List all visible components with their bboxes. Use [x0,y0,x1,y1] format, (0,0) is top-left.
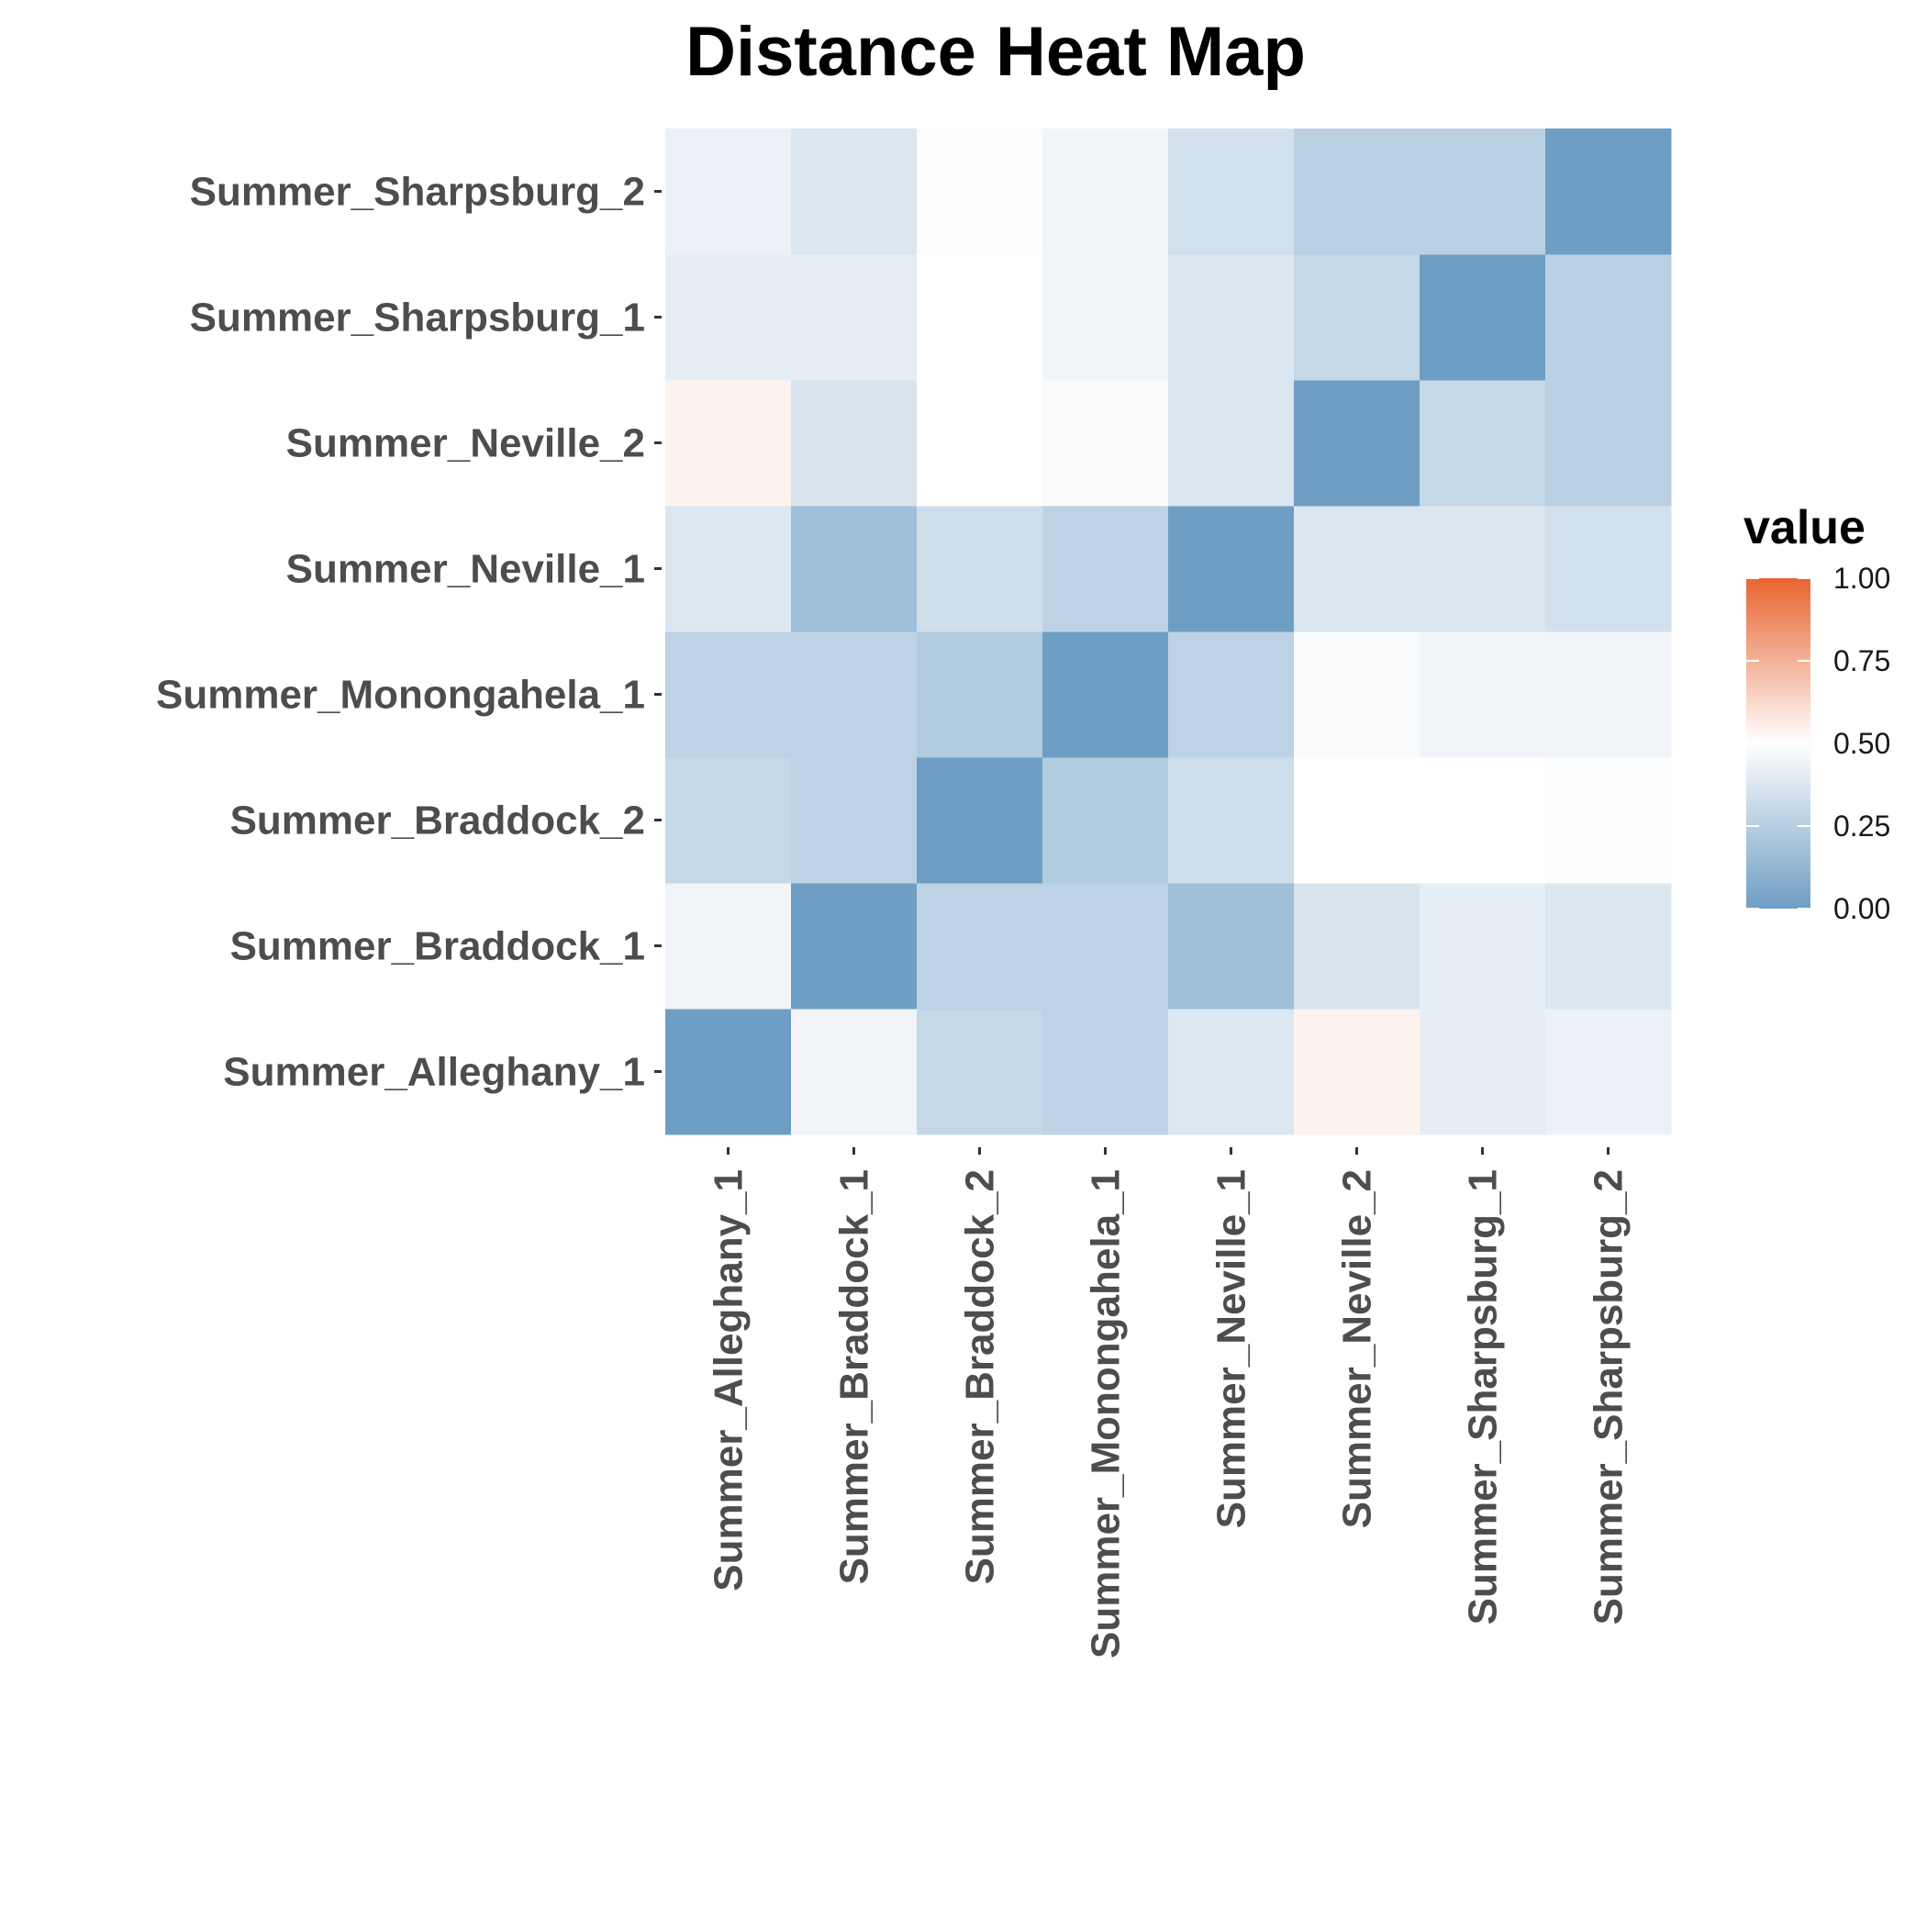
heatmap-cell [1294,883,1420,1010]
heatmap-cells [665,128,1672,1135]
legend-ticks: 0.00 0.25 0.50 0.75 1.00 [1746,562,1890,925]
x-tick-label: Summer_Sharpsburg_2 [1587,1169,1632,1625]
legend-tick-label: 0.50 [1833,727,1890,760]
x-tick-label: Summer_Monongahela_1 [1084,1169,1129,1658]
heatmap-cell [1294,757,1420,884]
heatmap-cell [1294,631,1420,758]
heatmap-cell [791,883,918,1010]
heatmap-cell [665,631,792,758]
heatmap-cell [1545,883,1672,1010]
legend-tick-label: 0.00 [1833,892,1890,925]
heatmap-cell [1420,1009,1546,1135]
y-tick-label: Summer_Neville_2 [286,421,645,466]
heatmap-cell [1294,380,1420,507]
heatmap-cell [1168,506,1295,632]
legend-tick-label: 1.00 [1833,562,1890,595]
x-tick-label: Summer_Braddock_1 [832,1169,877,1584]
heatmap-cell [1042,1009,1169,1135]
heatmap-cell [1168,631,1295,758]
heatmap-cell [1294,128,1420,255]
heatmap-cell [665,1009,792,1135]
heatmap-cell [1168,380,1295,507]
heatmap-cell [1420,883,1546,1010]
y-tick-label: Summer_Monongahela_1 [156,673,645,718]
legend-tick-label: 0.25 [1833,810,1890,843]
heatmap-cell [791,757,918,884]
heatmap-cell [1042,883,1169,1010]
heatmap-cell [1294,506,1420,632]
heatmap-cell [1545,380,1672,507]
heatmap-cell [1168,883,1295,1010]
heatmap-cell [1420,254,1546,381]
heatmap-cell [1042,757,1169,884]
heatmap-cell [1420,380,1546,507]
heatmap-cell [1168,254,1295,381]
heatmap-cell [665,380,792,507]
y-tick-label: Summer_Braddock_1 [230,924,645,969]
heatmap-cell [791,1009,918,1135]
heatmap-cell [1545,1009,1672,1135]
heatmap-cell [665,506,792,632]
heatmap-cell [1545,506,1672,632]
heatmap-cell [917,128,1043,255]
heatmap-cell [1545,254,1672,381]
heatmap-cell [1168,128,1295,255]
legend-title: value [1743,501,1866,554]
x-tick-label: Summer_Braddock_2 [958,1169,1003,1584]
x-tick-label: Summer_Neville_2 [1335,1169,1380,1528]
y-tick-label: Summer_Neville_1 [286,547,645,592]
heatmap-cell [791,506,918,632]
heatmap-cell [1042,631,1169,758]
y-tick-label: Summer_Alleghany_1 [223,1050,645,1095]
heatmap-cell [1545,128,1672,255]
x-tick-label: Summer_Sharpsburg_1 [1461,1169,1506,1625]
heatmap-cell [917,380,1043,507]
heatmap-cell [917,254,1043,381]
color-legend: value 0.00 0.25 0.50 0.75 1.00 [1743,501,1890,925]
legend-tick-label: 0.75 [1833,644,1890,677]
heatmap-cell [1294,254,1420,381]
heatmap-cell [917,757,1043,884]
heatmap-cell [917,506,1043,632]
heatmap-cell [791,631,918,758]
x-axis: Summer_Alleghany_1 Summer_Braddock_1 Summe… [707,1147,1632,1658]
heatmap-cell [1420,631,1546,758]
heatmap-cell [917,1009,1043,1135]
heatmap-cell [1420,128,1546,255]
heatmap-cell [665,757,792,884]
heatmap-cell [791,254,918,381]
heatmap-cell [917,883,1043,1010]
chart-title: Distance Heat Map [685,13,1306,91]
y-tick-label: Summer_Braddock_2 [230,798,645,843]
heatmap-cell [917,631,1043,758]
heatmap-cell [1042,254,1169,381]
heatmap-cell [665,883,792,1010]
x-tick-label: Summer_Neville_1 [1209,1169,1254,1528]
x-tick-label: Summer_Alleghany_1 [707,1169,752,1591]
heatmap-cell [665,254,792,381]
heatmap-cell [1168,757,1295,884]
heatmap-cell [791,128,918,255]
heatmap-cell [791,380,918,507]
heatmap-cell [1420,757,1546,884]
heatmap-cell [1545,757,1672,884]
heatmap-cell [1042,506,1169,632]
heatmap-cell [1545,631,1672,758]
y-tick-label: Summer_Sharpsburg_2 [190,170,645,215]
heatmap-cell [1420,506,1546,632]
heatmap-cell [1294,1009,1420,1135]
y-axis: Summer_Alleghany_1 Summer_Braddock_1 Summe… [156,170,662,1095]
heatmap-cell [1042,128,1169,255]
heatmap-cell [665,128,792,255]
heatmap-cell [1168,1009,1295,1135]
y-tick-label: Summer_Sharpsburg_1 [190,296,645,341]
heatmap-cell [1042,380,1169,507]
